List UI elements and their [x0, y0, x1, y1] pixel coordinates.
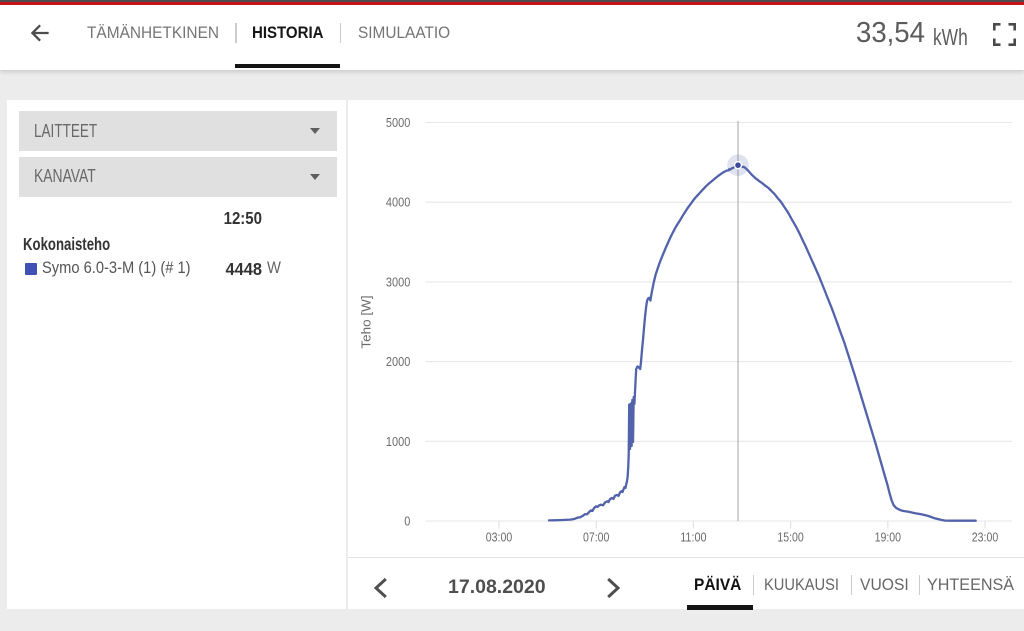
svg-text:3000: 3000	[386, 275, 410, 289]
svg-text:19:00: 19:00	[875, 531, 901, 545]
svg-text:4000: 4000	[386, 196, 410, 210]
svg-text:0: 0	[404, 515, 410, 529]
svg-text:03:00: 03:00	[486, 531, 512, 545]
svg-text:11:00: 11:00	[680, 531, 706, 545]
svg-text:1000: 1000	[386, 435, 410, 449]
svg-text:23:00: 23:00	[972, 531, 998, 545]
svg-text:2000: 2000	[386, 355, 410, 369]
svg-text:07:00: 07:00	[583, 531, 609, 545]
svg-text:5000: 5000	[386, 116, 410, 130]
svg-text:15:00: 15:00	[777, 531, 803, 545]
svg-text:Teho [W]: Teho [W]	[359, 295, 374, 348]
